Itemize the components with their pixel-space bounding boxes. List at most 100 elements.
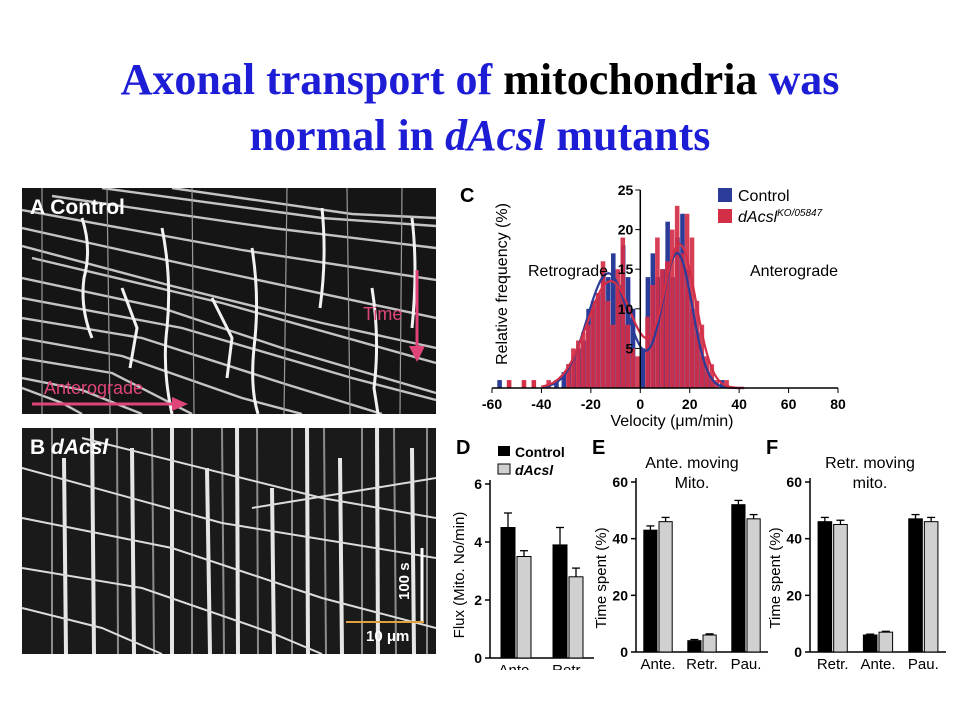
histogram-y-tick-label: 25 (618, 182, 634, 198)
histogram-y-tick-label: 15 (618, 261, 634, 277)
histogram-bar-control (497, 380, 502, 388)
histogram-x-tick-label: -40 (531, 396, 551, 412)
bar-y-tick-label: 40 (612, 531, 628, 547)
histogram-bar-mutant (709, 364, 715, 388)
histogram-bar-mutant (689, 237, 695, 388)
scale-time-label: 100 s (396, 562, 413, 600)
bar-mutant (923, 521, 939, 653)
histogram-bar-mutant (645, 316, 650, 388)
flux-legend: Control dAcsl (497, 444, 565, 478)
anterograde-arrow (32, 397, 188, 411)
scale-bars (346, 548, 424, 623)
histogram-bar-mutant (600, 261, 606, 388)
histogram-bar-mutant (660, 269, 665, 388)
panel-d-letter: D (456, 437, 470, 459)
histogram-bar-mutant (724, 380, 729, 388)
bar-control (552, 544, 568, 659)
histogram-bar-mutant (704, 356, 710, 388)
histogram-x-tick-label: -60 (482, 396, 502, 412)
bar-y-tick-label: 20 (612, 587, 628, 603)
flux-legend-swatch-control (498, 446, 510, 456)
bar-control (908, 518, 923, 653)
bar-category-label: Pau. (731, 656, 762, 670)
histogram-bar-mutant (694, 300, 700, 388)
fit-curve-mutant (541, 242, 745, 390)
bar-control (500, 527, 516, 659)
histogram-bar-control (561, 372, 567, 388)
legend-swatch-control (718, 188, 732, 202)
bar-category-label: Ante. (640, 656, 675, 670)
bar-category-label: Retr. (552, 662, 584, 670)
histogram-bar-mutant (531, 380, 537, 388)
ante-time-plot: 0 20 40 60 Ante. Retr. Pau. (612, 474, 768, 670)
histogram-x-tick-label: 20 (682, 396, 698, 412)
bar-control (731, 504, 746, 653)
flux-legend-mutant: dAcsl (515, 462, 554, 478)
bar-y-tick-label: 6 (474, 476, 482, 492)
histogram-x-tick-label: -20 (581, 396, 601, 412)
histogram-y-tick-label: 10 (618, 301, 634, 317)
histogram-bar-mutant (576, 340, 581, 388)
bar-y-tick-label: 0 (474, 650, 482, 666)
time-label: Time (363, 304, 403, 324)
velocity-histogram: C -60 -40 -20 0 20 40 60 80 5 10 15 20 25 Retrograde… (460, 182, 846, 430)
histogram-y-label: Relative frequency (%) (494, 203, 511, 365)
bar-control (643, 529, 658, 653)
flux-legend-control: Control (515, 444, 565, 460)
kymograph-control-image (22, 188, 436, 414)
bar-control (817, 521, 833, 653)
retr-y-label: Time spent (%) (767, 527, 784, 628)
histogram-bar-mutant (679, 253, 685, 388)
histogram-bar-mutant (571, 348, 576, 388)
bar-mutant (516, 556, 532, 659)
bar-y-tick-label: 40 (786, 531, 802, 547)
legend-swatch-mutant (718, 209, 732, 223)
histogram-legend: Control dAcslKO/05847 (718, 188, 823, 226)
histogram-x-tick-label: 60 (781, 396, 797, 412)
panel-b-label: B dAcsl (30, 436, 109, 459)
histogram-bar-mutant (684, 213, 690, 388)
flux-bar-chart: D Control dAcsl 0 2 4 6 Ante. Retr. Flux (Mit… (452, 437, 594, 670)
anterograde-label: Anterograde (44, 378, 144, 398)
legend-label-control: Control (738, 188, 790, 205)
retr-time-plot: 0 20 40 60 Retr. Ante. Pau. (786, 474, 946, 670)
histogram-x-label: Velocity (μm/min) (610, 413, 733, 430)
ante-chart-title: Ante. moving (645, 455, 738, 472)
histogram-bar-mutant (620, 237, 626, 388)
histogram-y-tick-label: 5 (625, 340, 633, 356)
ante-time-chart: E Ante. moving Mito. 0 20 40 60 Ante. Retr. Pa… (592, 437, 768, 670)
histogram-bar-mutant (669, 229, 675, 388)
kymograph-mutant-image (22, 428, 436, 654)
slide-title: Axonal transport of mitochondria was nor… (0, 52, 960, 164)
bar-control (687, 640, 702, 653)
legend-label-mutant: dAcslKO/05847 (738, 208, 823, 226)
retr-chart-title: Retr. moving (825, 455, 915, 472)
bar-category-label: Ante. (498, 662, 533, 670)
bar-y-tick-label: 4 (474, 534, 482, 550)
bar-control (862, 634, 878, 653)
flux-y-label: Flux (Mito. No/min) (452, 512, 468, 639)
histogram-x-tick-label: 0 (636, 396, 644, 412)
panel-c-letter: C (460, 185, 474, 207)
histogram-bar-mutant (595, 292, 601, 388)
ante-chart-title-2: Mito. (675, 475, 710, 492)
bar-y-tick-label: 20 (786, 587, 802, 603)
histogram-bar-mutant (615, 269, 621, 388)
bar-y-tick-label: 0 (620, 644, 628, 660)
histogram-bar-mutant (605, 300, 611, 388)
panel-a-label: A Control (30, 196, 125, 219)
bar-category-label: Ante. (860, 656, 895, 670)
bar-category-label: Retr. (817, 656, 849, 670)
bar-y-tick-label: 0 (794, 644, 802, 660)
histogram-fit-curves (541, 242, 745, 390)
title-line-1: Axonal transport of mitochondria was (120, 55, 840, 104)
bar-y-tick-label: 60 (786, 474, 802, 490)
histogram-bar-mutant (590, 300, 596, 388)
bar-mutant (746, 518, 761, 653)
histogram-bar-mutant (506, 380, 512, 388)
anterograde-annotation: Anterograde (750, 263, 838, 280)
histogram-bar-mutant (610, 324, 616, 388)
bar-y-tick-label: 2 (474, 592, 482, 608)
retrograde-annotation: Retrograde (528, 263, 608, 280)
histogram-bar-mutant (630, 348, 635, 388)
